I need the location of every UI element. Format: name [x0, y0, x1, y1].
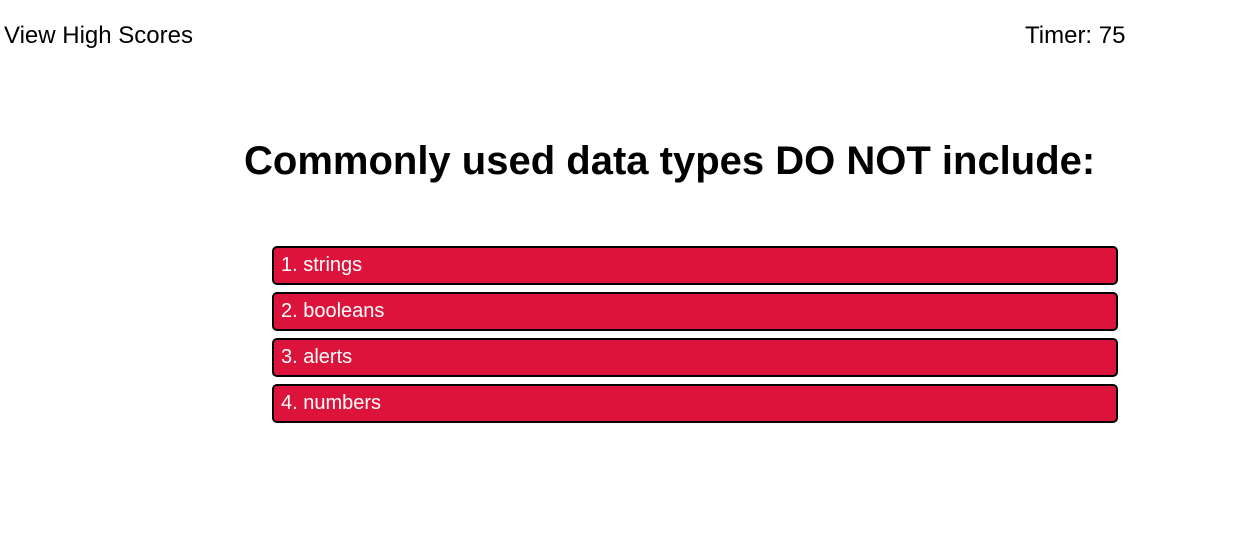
answer-item: 4. numbers [272, 384, 1118, 423]
answer-button-1[interactable]: 1. strings [272, 246, 1118, 285]
answer-item: 1. strings [272, 246, 1118, 285]
answer-item: 2. booleans [272, 292, 1118, 331]
answer-button-4[interactable]: 4. numbers [272, 384, 1118, 423]
answer-item: 3. alerts [272, 338, 1118, 377]
answer-list: 1. strings 2. booleans 3. alerts 4. numb… [272, 246, 1118, 430]
question-title: Commonly used data types DO NOT include: [244, 139, 1096, 183]
answer-button-2[interactable]: 2. booleans [272, 292, 1118, 331]
answer-button-3[interactable]: 3. alerts [272, 338, 1118, 377]
view-high-scores-link[interactable]: View High Scores [4, 22, 193, 49]
timer-display: Timer: 75 [1025, 22, 1126, 49]
